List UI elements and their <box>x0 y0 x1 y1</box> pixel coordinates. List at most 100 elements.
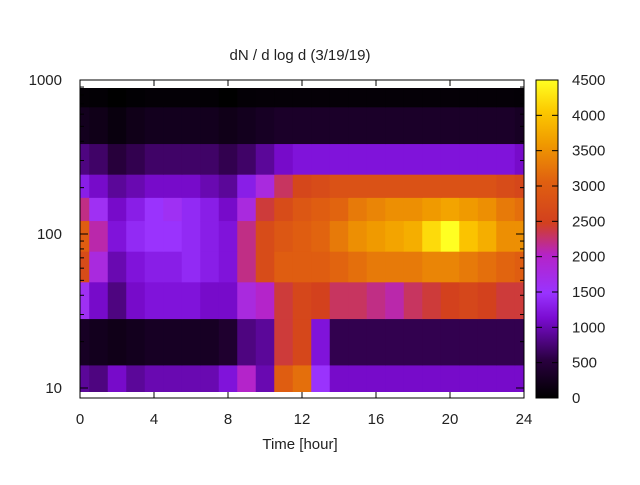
heatmap-cell <box>181 318 201 366</box>
x-tick-label: 4 <box>150 411 158 428</box>
heatmap-cell <box>218 174 238 198</box>
heatmap-cell <box>80 197 90 222</box>
heatmap-cell <box>274 318 294 366</box>
heatmap-cell <box>255 174 275 198</box>
heatmap-cell <box>80 88 90 108</box>
heatmap-cell <box>348 281 368 320</box>
heatmap-cell <box>218 318 238 366</box>
heatmap-cell <box>403 281 423 320</box>
heatmap-cell <box>163 174 183 198</box>
heatmap-cell <box>181 197 201 222</box>
heatmap-cell <box>422 197 442 222</box>
heatmap-cell <box>126 364 146 392</box>
heatmap-cell <box>514 88 524 108</box>
heatmap-cell <box>274 281 294 320</box>
heatmap-cell <box>218 251 238 283</box>
heatmap-cell <box>311 220 331 252</box>
heatmap-cell <box>459 281 479 320</box>
heatmap-cell <box>311 364 331 392</box>
heatmap-cell <box>329 174 349 198</box>
heatmap-cell <box>477 251 497 283</box>
heatmap-cell <box>80 143 90 175</box>
heatmap-cell <box>496 364 516 392</box>
heatmap-cell <box>514 318 524 366</box>
heatmap-cell <box>218 106 238 145</box>
heatmap-cell <box>144 364 164 392</box>
heatmap-cell <box>255 281 275 320</box>
heatmap-cell <box>200 318 220 366</box>
heatmap-cell <box>163 197 183 222</box>
heatmap-cell <box>311 318 331 366</box>
heatmap-cell <box>348 197 368 222</box>
heatmap-cell <box>385 281 405 320</box>
heatmap-cell <box>514 364 524 392</box>
heatmap-cell <box>459 88 479 108</box>
heatmap-cell <box>181 88 201 108</box>
heatmap-cell <box>80 318 90 366</box>
heatmap-cell <box>181 251 201 283</box>
heatmap-cell <box>237 281 257 320</box>
x-axis: 0 4 8 12 16 20 24 <box>76 80 533 428</box>
heatmap-cell <box>126 143 146 175</box>
colorbar-tick-label: 3500 <box>572 143 605 160</box>
heatmap-cell <box>292 106 312 145</box>
colorbar-tick-label: 1500 <box>572 284 605 301</box>
heatmap-cell <box>274 106 294 145</box>
heatmap-cell <box>274 174 294 198</box>
heatmap-cell <box>237 220 257 252</box>
heatmap-cell <box>144 88 164 108</box>
y-tick-label: 10 <box>45 380 62 397</box>
heatmap-cell <box>200 197 220 222</box>
heatmap-cell <box>218 281 238 320</box>
heatmap-cell <box>144 318 164 366</box>
heatmap-cell <box>348 220 368 252</box>
heatmap-cell <box>292 281 312 320</box>
heatmap-cell <box>459 318 479 366</box>
heatmap-cell <box>126 174 146 198</box>
heatmap-cell <box>144 281 164 320</box>
heatmap-cell <box>274 197 294 222</box>
heatmap-cell <box>348 174 368 198</box>
heatmap-cell <box>163 88 183 108</box>
heatmap-cell <box>80 220 90 252</box>
heatmap-cell <box>181 281 201 320</box>
heatmap-cell <box>89 197 109 222</box>
heatmap-cell <box>329 143 349 175</box>
heatmap-cell <box>126 106 146 145</box>
heatmap-cell <box>311 174 331 198</box>
heatmap-cell <box>163 106 183 145</box>
heatmap-cell <box>385 364 405 392</box>
heatmap-cell <box>218 220 238 252</box>
heatmap-cell <box>496 220 516 252</box>
heatmap-cell <box>496 88 516 108</box>
heatmap-cell <box>385 174 405 198</box>
heatmap-cell <box>126 88 146 108</box>
heatmap-cell <box>200 364 220 392</box>
heatmap-cell <box>107 143 127 175</box>
heatmap-cell <box>477 106 497 145</box>
heatmap-cell <box>255 88 275 108</box>
heatmap-cell <box>80 174 90 198</box>
heatmap-cell <box>496 281 516 320</box>
heatmap-cell <box>422 281 442 320</box>
heatmap-cell <box>237 251 257 283</box>
colorbar-axis: 0 500 1000 1500 2000 2500 3000 3500 4000 4500 <box>536 72 605 407</box>
heatmap-cell <box>237 106 257 145</box>
heatmap-cell <box>496 318 516 366</box>
heatmap-cell <box>422 106 442 145</box>
y-tick-label: 1000 <box>29 72 62 89</box>
heatmap-cell <box>89 88 109 108</box>
heatmap-cell <box>459 197 479 222</box>
heatmap-cell <box>329 318 349 366</box>
heatmap-cell <box>329 106 349 145</box>
heatmap-cell <box>422 251 442 283</box>
heatmap-cell <box>385 220 405 252</box>
heatmap-cell <box>311 197 331 222</box>
heatmap-cell <box>496 143 516 175</box>
heatmap-cells <box>80 88 524 392</box>
x-tick-label: 24 <box>516 411 533 428</box>
heatmap-cell <box>292 251 312 283</box>
heatmap-cell <box>255 143 275 175</box>
heatmap-cell <box>274 143 294 175</box>
heatmap-cell <box>403 143 423 175</box>
